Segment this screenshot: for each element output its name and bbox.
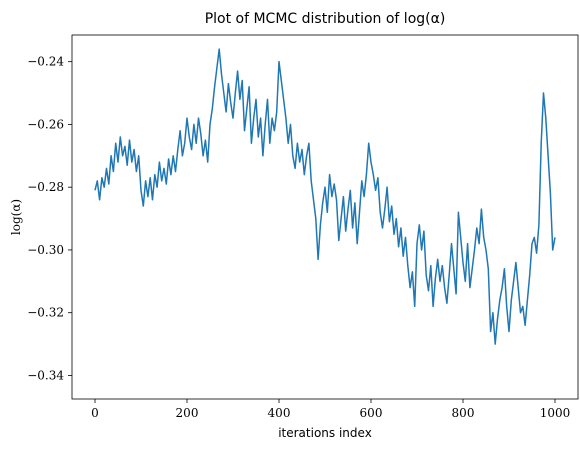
y-tick-label: −0.30 bbox=[27, 243, 64, 257]
x-tick-label: 1000 bbox=[540, 406, 571, 420]
x-axis-ticks: 0 200 400 600 800 1000 bbox=[91, 399, 570, 420]
x-tick-label: 800 bbox=[452, 406, 475, 420]
y-axis-ticks: −0.34 −0.32 −0.30 −0.28 −0.26 −0.24 bbox=[27, 55, 72, 382]
x-tick-label: 400 bbox=[268, 406, 291, 420]
x-axis-label: iterations index bbox=[278, 426, 372, 440]
series-line bbox=[94, 48, 556, 345]
x-tick-label: 200 bbox=[176, 406, 199, 420]
y-tick-label: −0.34 bbox=[27, 368, 64, 382]
y-axis-label: log(α) bbox=[9, 199, 23, 235]
plot-frame bbox=[71, 34, 579, 400]
x-tick-label: 0 bbox=[91, 406, 99, 420]
x-tick-label: 600 bbox=[360, 406, 383, 420]
chart-title: Plot of MCMC distribution of log(α) bbox=[205, 11, 446, 27]
y-tick-label: −0.26 bbox=[27, 117, 64, 131]
y-tick-label: −0.32 bbox=[27, 306, 64, 320]
y-tick-label: −0.24 bbox=[27, 55, 64, 69]
y-tick-label: −0.28 bbox=[27, 180, 64, 194]
